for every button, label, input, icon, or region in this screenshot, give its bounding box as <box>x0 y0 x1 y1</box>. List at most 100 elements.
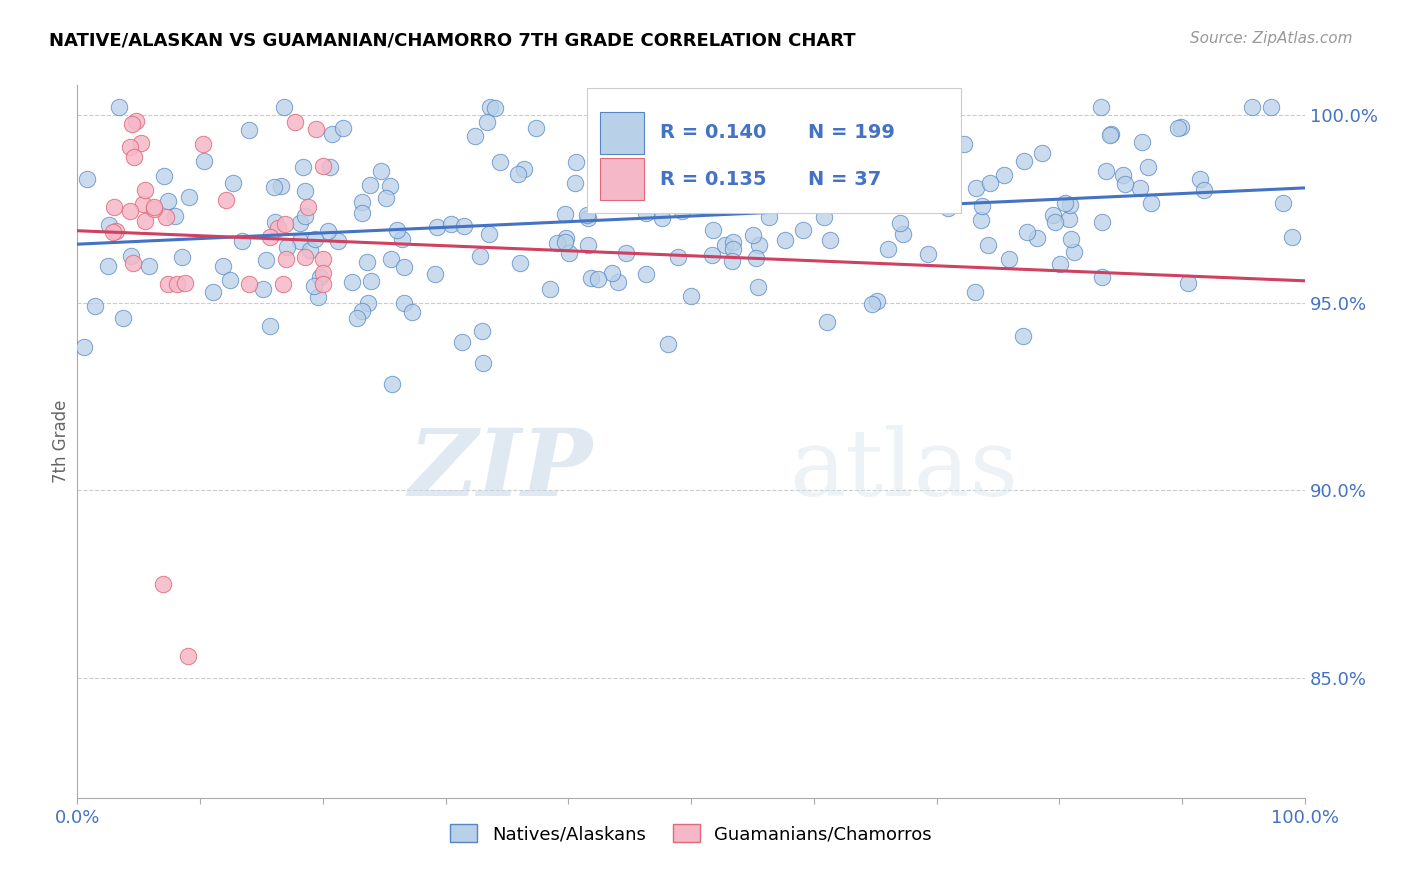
Point <box>103 200 125 214</box>
Point <box>1139 195 1161 210</box>
Point <box>1189 172 1212 186</box>
Point <box>297 201 319 215</box>
Point <box>263 180 285 194</box>
Point <box>288 235 311 249</box>
Point <box>381 377 404 392</box>
Point <box>591 103 613 118</box>
Point <box>792 223 814 237</box>
Point <box>866 293 889 308</box>
Point <box>546 235 568 250</box>
Point <box>651 211 673 226</box>
Point <box>478 227 501 241</box>
Point <box>484 101 506 115</box>
Point <box>1170 120 1192 135</box>
Point <box>152 577 174 591</box>
Point <box>1192 183 1215 197</box>
Point <box>346 311 368 326</box>
Point <box>1137 160 1160 174</box>
Point <box>610 180 633 194</box>
Point <box>623 156 645 170</box>
Point <box>1095 164 1118 178</box>
Point <box>905 171 928 186</box>
Point <box>742 228 765 243</box>
Point <box>321 128 343 142</box>
Point <box>332 120 354 135</box>
Point <box>471 324 494 338</box>
Point <box>475 115 498 129</box>
Point <box>304 122 326 136</box>
Point <box>576 211 599 225</box>
Point <box>925 100 948 114</box>
Point <box>1054 195 1077 210</box>
Point <box>264 215 287 229</box>
FancyBboxPatch shape <box>600 158 644 201</box>
Point <box>124 114 146 128</box>
Point <box>657 337 679 351</box>
Point <box>965 181 987 195</box>
Point <box>254 252 277 267</box>
Point <box>274 217 297 231</box>
Point <box>858 171 880 186</box>
Point <box>273 100 295 114</box>
Point <box>276 240 298 254</box>
Point <box>797 100 820 114</box>
Point <box>294 185 316 199</box>
Point <box>108 100 131 114</box>
Point <box>1012 329 1035 343</box>
Point <box>83 300 105 314</box>
Point <box>538 282 561 296</box>
Point <box>76 171 98 186</box>
Point <box>392 295 415 310</box>
Point <box>631 193 654 207</box>
FancyBboxPatch shape <box>586 88 962 213</box>
Point <box>328 234 350 248</box>
Point <box>917 247 939 261</box>
Point <box>1057 211 1080 226</box>
Point <box>683 133 706 147</box>
Point <box>312 266 335 280</box>
Point <box>1012 154 1035 169</box>
Point <box>763 100 786 114</box>
Point <box>451 334 474 349</box>
Point <box>359 178 381 192</box>
Point <box>391 232 413 246</box>
Y-axis label: 7th Grade: 7th Grade <box>52 400 70 483</box>
Point <box>1272 196 1295 211</box>
Point <box>1240 100 1263 114</box>
Point <box>1045 214 1067 228</box>
Point <box>464 129 486 144</box>
Point <box>678 186 700 201</box>
Point <box>752 188 775 202</box>
Point <box>453 219 475 233</box>
Text: Source: ZipAtlas.com: Source: ZipAtlas.com <box>1189 31 1353 46</box>
Text: R = 0.140: R = 0.140 <box>661 123 766 143</box>
Point <box>600 194 623 209</box>
Point <box>129 136 152 150</box>
Text: NATIVE/ALASKAN VS GUAMANIAN/CHAMORRO 7TH GRADE CORRELATION CHART: NATIVE/ALASKAN VS GUAMANIAN/CHAMORRO 7TH… <box>49 31 856 49</box>
Point <box>163 209 186 223</box>
Point <box>617 100 640 114</box>
Point <box>1090 100 1112 114</box>
Point <box>721 235 744 249</box>
Point <box>426 220 449 235</box>
Point <box>134 184 156 198</box>
Point <box>998 252 1021 266</box>
Point <box>401 305 423 319</box>
Point <box>1060 232 1083 246</box>
Point <box>1091 214 1114 228</box>
Point <box>1091 270 1114 285</box>
Point <box>489 154 512 169</box>
Point <box>1099 128 1122 142</box>
Point <box>508 167 530 181</box>
Point <box>290 216 312 230</box>
Point <box>575 208 598 222</box>
Point <box>586 272 609 286</box>
Point <box>970 213 993 227</box>
Point <box>122 150 145 164</box>
Point <box>557 246 579 260</box>
Point <box>156 277 179 291</box>
Point <box>273 277 295 291</box>
Point <box>681 289 703 303</box>
Point <box>838 174 860 188</box>
Point <box>118 140 141 154</box>
